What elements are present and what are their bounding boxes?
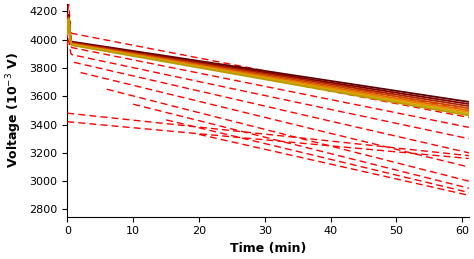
X-axis label: Time (min): Time (min) [230,242,306,255]
Y-axis label: Voltage (10$^{-3}$ V): Voltage (10$^{-3}$ V) [4,52,24,168]
